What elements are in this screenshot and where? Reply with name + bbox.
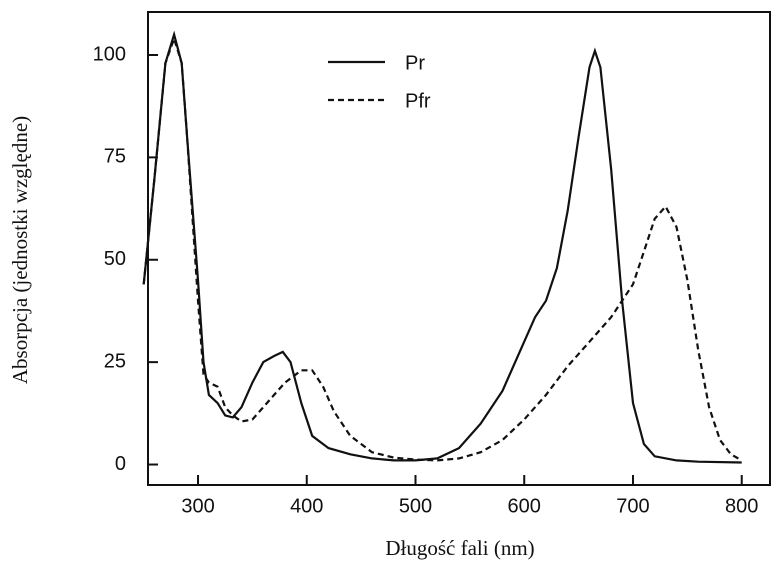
plot-frame bbox=[147, 11, 771, 486]
x-tick-label: 800 bbox=[725, 495, 758, 517]
series-line bbox=[142, 35, 743, 462]
x-tick-label: 500 bbox=[399, 495, 432, 517]
y-tick-label: 25 bbox=[104, 350, 126, 372]
legend-label: Pr bbox=[405, 52, 425, 74]
x-tick-label: 600 bbox=[508, 495, 541, 517]
y-tick-label: 75 bbox=[104, 146, 126, 168]
x-tick-label: 700 bbox=[616, 495, 649, 517]
y-tick-label: 100 bbox=[93, 43, 126, 65]
y-tick-label: 0 bbox=[115, 453, 126, 475]
legend-label: Pfr bbox=[405, 90, 431, 112]
x-tick-label: 400 bbox=[290, 495, 323, 517]
x-axis-label: Długość fali (nm) bbox=[385, 536, 534, 560]
y-tick-label: 50 bbox=[104, 248, 126, 270]
y-axis-label: Absorpcja (jednostki względne) bbox=[8, 116, 32, 384]
series-line bbox=[142, 30, 742, 464]
x-tick-label: 300 bbox=[181, 495, 214, 517]
